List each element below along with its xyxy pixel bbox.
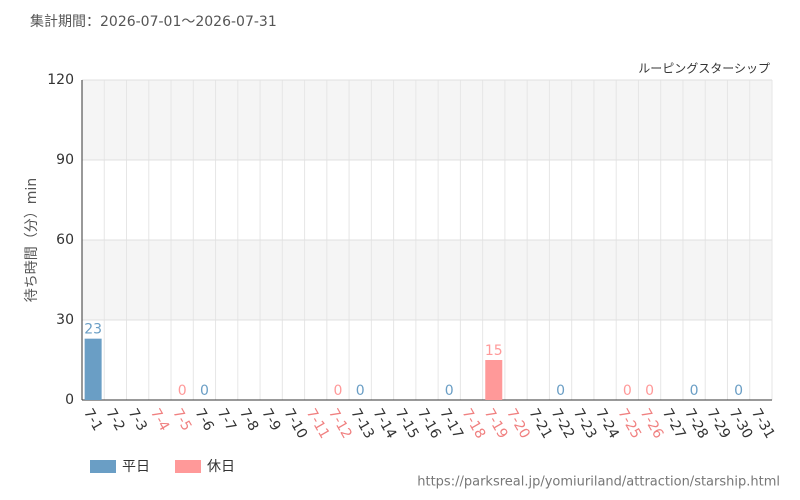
value-label: 0	[556, 383, 565, 399]
x-tick-label: 7-4	[147, 406, 172, 434]
value-label: 15	[485, 343, 503, 359]
plot-band	[82, 80, 772, 160]
chart-title: ルーピングスターシップ	[638, 62, 770, 76]
value-label: 0	[690, 383, 699, 399]
plot-band	[82, 240, 772, 320]
x-tick-label: 7-31	[748, 406, 778, 442]
value-label: 0	[445, 383, 454, 399]
x-tick-label: 7-1	[80, 406, 105, 434]
y-tick-label: 90	[56, 152, 74, 168]
legend-label: 休日	[207, 459, 235, 475]
legend-swatch	[90, 460, 116, 473]
value-label: 23	[84, 322, 102, 338]
y-tick-label: 120	[47, 72, 74, 88]
x-tick-label: 7-5	[169, 406, 194, 434]
bar	[84, 338, 102, 400]
y-tick-label: 0	[65, 392, 74, 408]
value-label: 0	[178, 383, 187, 399]
value-label: 0	[334, 383, 343, 399]
source-url: https://parksreal.jp/yomiuriland/attract…	[417, 475, 780, 490]
value-label: 0	[200, 383, 209, 399]
value-label: 0	[356, 383, 365, 399]
x-tick-label: 7-3	[125, 406, 150, 434]
x-tick-label: 7-2	[102, 406, 127, 434]
y-tick-label: 30	[56, 312, 74, 328]
value-label: 0	[623, 383, 632, 399]
legend-label: 平日	[122, 459, 150, 475]
bar	[485, 360, 503, 400]
x-tick-label: 7-6	[191, 406, 216, 434]
x-tick-label: 7-7	[214, 406, 239, 434]
period: 集計期間：2026-07-01～2026-07-31	[30, 13, 277, 30]
x-tick-label: 7-8	[236, 406, 261, 434]
x-tick-label: 7-9	[258, 406, 283, 434]
value-label: 0	[734, 383, 743, 399]
y-tick-label: 60	[56, 232, 74, 248]
value-label: 0	[645, 383, 654, 399]
legend-swatch	[175, 460, 201, 473]
y-axis-label: 待ち時間（分）min	[24, 178, 40, 302]
